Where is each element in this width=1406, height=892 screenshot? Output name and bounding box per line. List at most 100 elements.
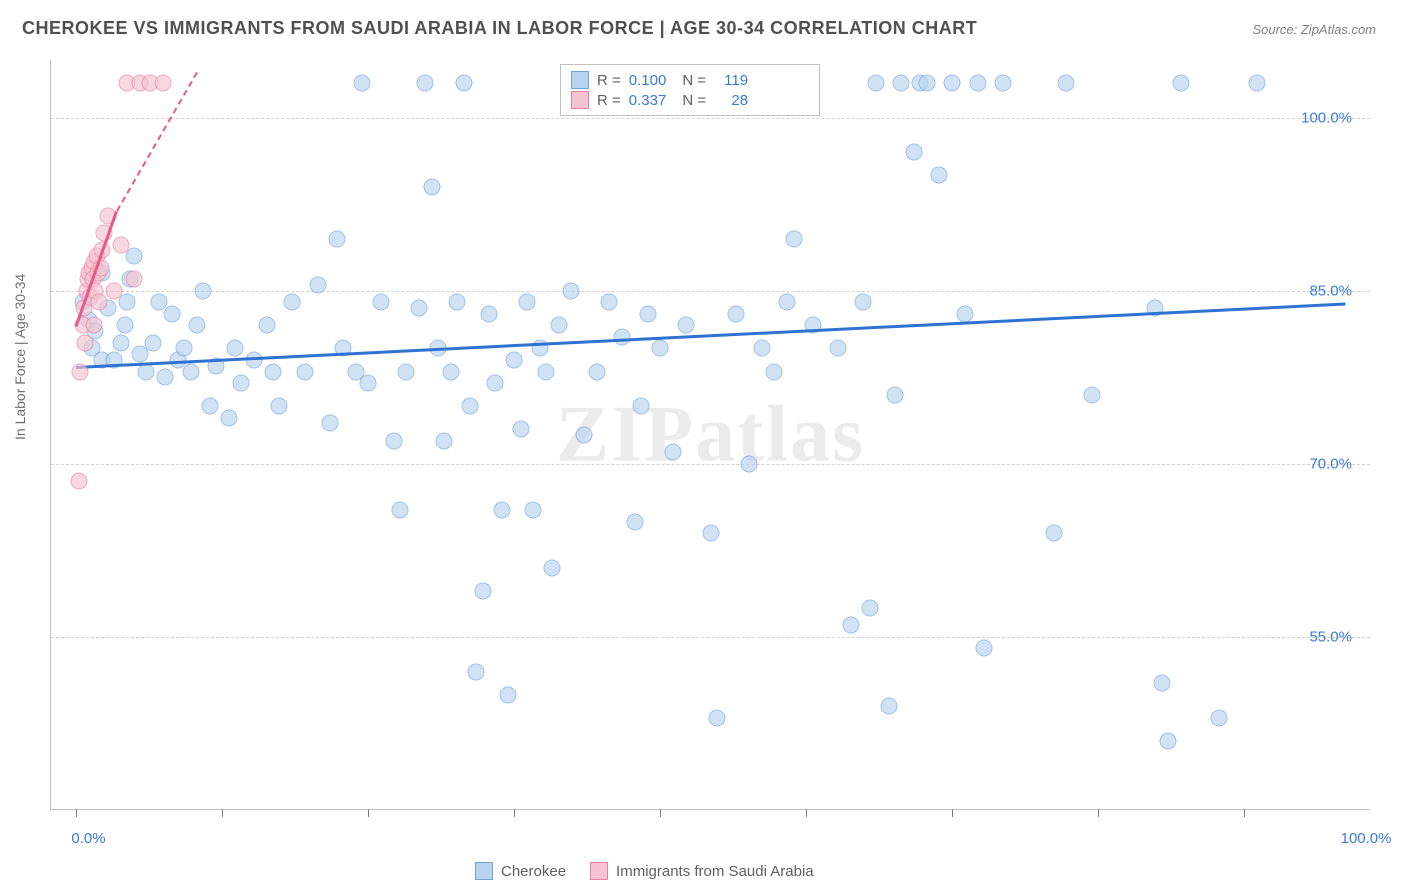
- data-point: [144, 334, 161, 351]
- x-tick: [514, 809, 515, 817]
- data-point: [1172, 75, 1189, 92]
- data-point: [994, 75, 1011, 92]
- legend-label: Cherokee: [501, 863, 566, 880]
- data-point: [518, 294, 535, 311]
- legend-stat-row: R =0.337N =28: [571, 91, 809, 109]
- n-label: N =: [682, 92, 706, 109]
- legend-item: Cherokee: [475, 862, 566, 880]
- data-point: [614, 328, 631, 345]
- x-tick: [1098, 809, 1099, 817]
- data-point: [322, 415, 339, 432]
- x-tick-label: 0.0%: [71, 830, 105, 847]
- r-label: R =: [597, 72, 621, 89]
- data-point: [423, 178, 440, 195]
- data-point: [753, 340, 770, 357]
- data-point: [461, 398, 478, 415]
- data-point: [626, 513, 643, 530]
- x-tick: [806, 809, 807, 817]
- data-point: [417, 75, 434, 92]
- data-point: [176, 340, 193, 357]
- data-point: [829, 340, 846, 357]
- data-point: [284, 294, 301, 311]
- data-point: [969, 75, 986, 92]
- data-point: [652, 340, 669, 357]
- data-point: [188, 317, 205, 334]
- gridline: [51, 291, 1370, 292]
- legend-swatch: [571, 91, 589, 109]
- data-point: [766, 363, 783, 380]
- data-point: [677, 317, 694, 334]
- n-label: N =: [682, 72, 706, 89]
- data-point: [861, 600, 878, 617]
- data-point: [664, 444, 681, 461]
- data-point: [576, 427, 593, 444]
- data-point: [506, 352, 523, 369]
- data-point: [442, 363, 459, 380]
- data-point: [353, 75, 370, 92]
- legend-series: Cherokee Immigrants from Saudi Arabia: [475, 862, 814, 880]
- data-point: [493, 502, 510, 519]
- data-point: [328, 230, 345, 247]
- data-point: [1153, 675, 1170, 692]
- y-tick-label: 55.0%: [1309, 628, 1352, 645]
- data-point: [195, 282, 212, 299]
- data-point: [220, 409, 237, 426]
- data-point: [588, 363, 605, 380]
- data-point: [296, 363, 313, 380]
- y-tick-label: 85.0%: [1309, 282, 1352, 299]
- n-value: 119: [714, 72, 748, 89]
- data-point: [125, 271, 142, 288]
- legend-swatch: [571, 71, 589, 89]
- data-point: [880, 698, 897, 715]
- y-tick-label: 100.0%: [1301, 109, 1352, 126]
- data-point: [741, 455, 758, 472]
- x-tick: [76, 809, 77, 817]
- r-value: 0.100: [629, 72, 667, 89]
- data-point: [525, 502, 542, 519]
- data-point: [411, 300, 428, 317]
- data-point: [271, 398, 288, 415]
- data-point: [91, 294, 108, 311]
- data-point: [709, 709, 726, 726]
- data-point: [474, 582, 491, 599]
- data-point: [975, 640, 992, 657]
- data-point: [116, 317, 133, 334]
- plot-area: ZIPatlas 55.0%70.0%85.0%100.0%0.0%100.0%: [50, 60, 1370, 810]
- data-point: [154, 75, 171, 92]
- x-tick-label: 100.0%: [1341, 830, 1392, 847]
- trend-line: [76, 302, 1345, 368]
- data-point: [550, 317, 567, 334]
- data-point: [1210, 709, 1227, 726]
- data-point: [487, 375, 504, 392]
- data-point: [499, 686, 516, 703]
- legend-stats: R =0.100N =119R =0.337N =28: [560, 64, 820, 116]
- r-value: 0.337: [629, 92, 667, 109]
- data-point: [1159, 732, 1176, 749]
- data-point: [265, 363, 282, 380]
- data-point: [455, 75, 472, 92]
- data-point: [201, 398, 218, 415]
- legend-label: Immigrants from Saudi Arabia: [616, 863, 814, 880]
- data-point: [639, 305, 656, 322]
- data-point: [77, 334, 94, 351]
- data-point: [182, 363, 199, 380]
- gridline: [51, 464, 1370, 465]
- x-tick: [368, 809, 369, 817]
- data-point: [112, 334, 129, 351]
- data-point: [398, 363, 415, 380]
- n-value: 28: [714, 92, 748, 109]
- source-attribution: Source: ZipAtlas.com: [1252, 22, 1376, 37]
- data-point: [779, 294, 796, 311]
- data-point: [309, 277, 326, 294]
- data-point: [931, 167, 948, 184]
- y-tick-label: 70.0%: [1309, 455, 1352, 472]
- x-tick: [660, 809, 661, 817]
- data-point: [563, 282, 580, 299]
- data-point: [842, 617, 859, 634]
- data-point: [163, 305, 180, 322]
- data-point: [227, 340, 244, 357]
- data-point: [1248, 75, 1265, 92]
- x-tick: [952, 809, 953, 817]
- data-point: [72, 363, 89, 380]
- data-point: [906, 144, 923, 161]
